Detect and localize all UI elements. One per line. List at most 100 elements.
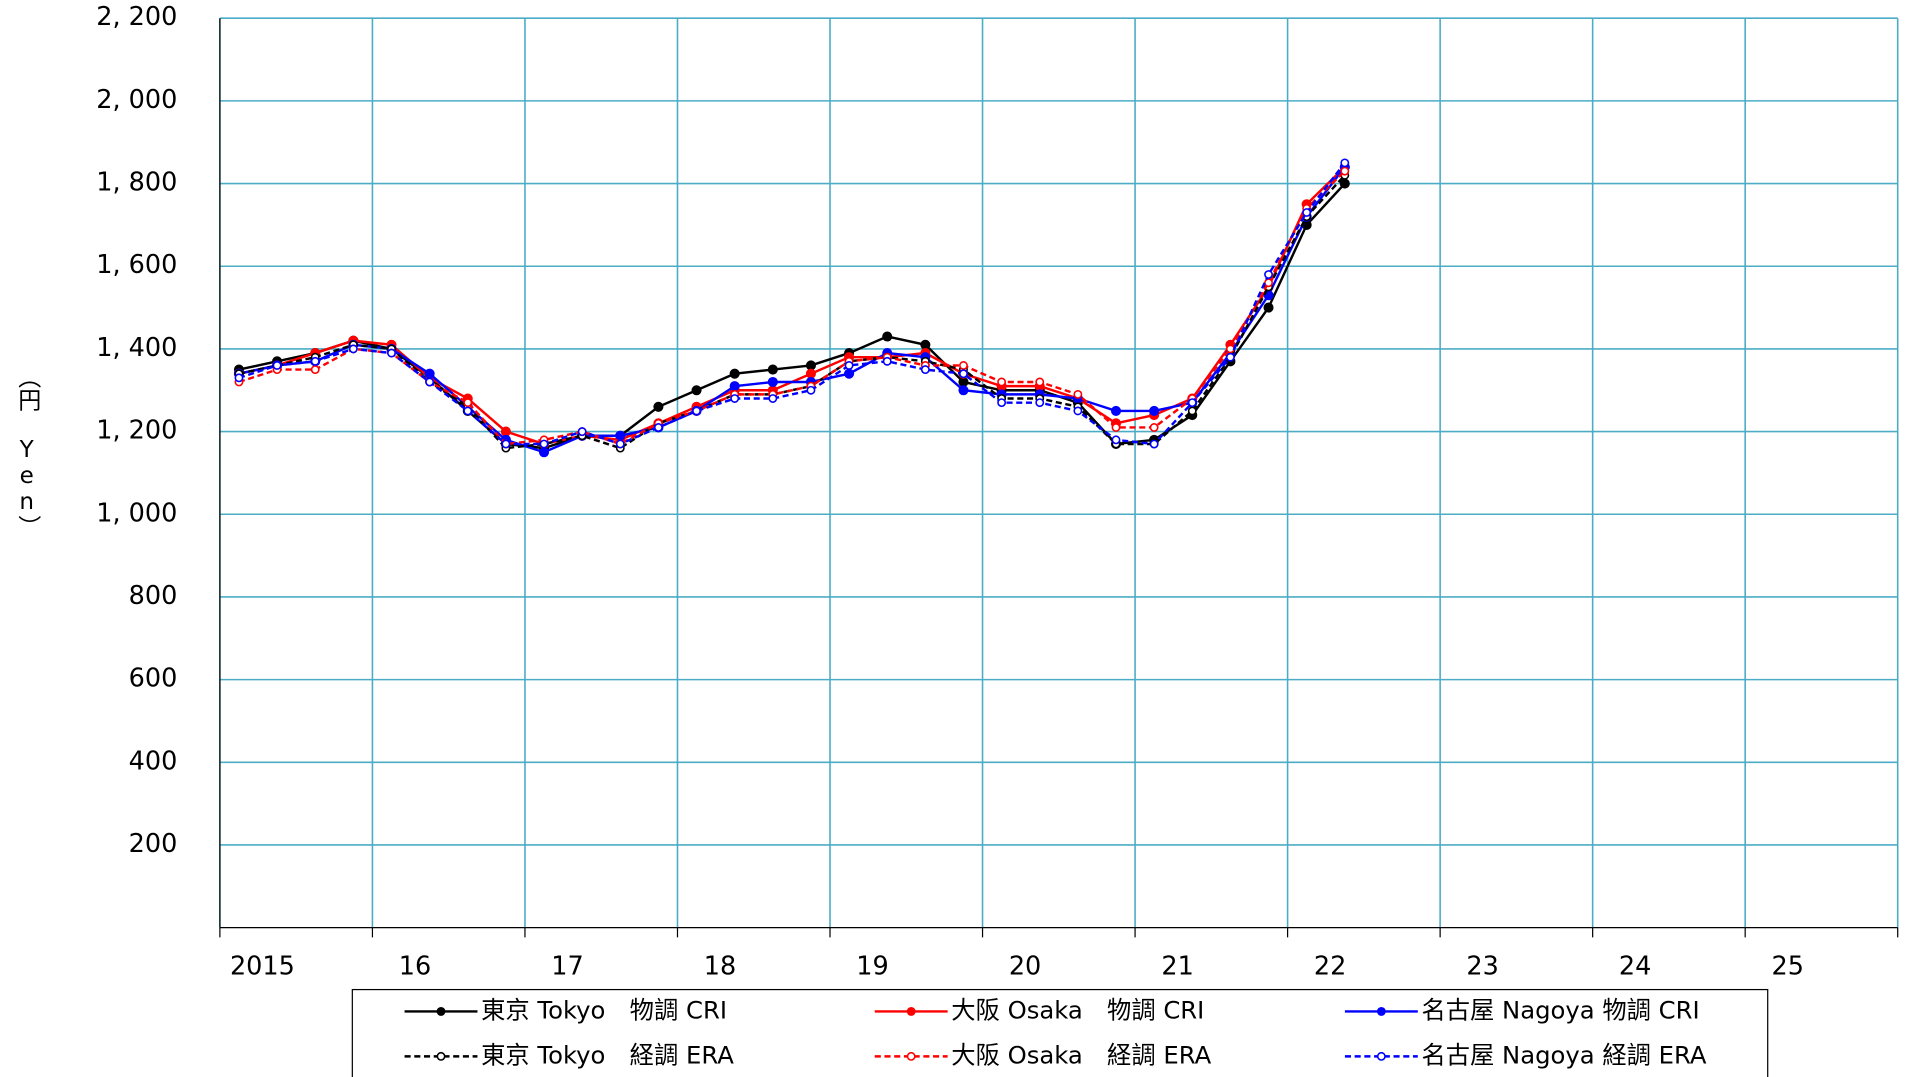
series-line	[238, 166, 1346, 446]
legend-label: 名古屋 Nagoya 経調 ERA	[1421, 1040, 1706, 1069]
data-point	[234, 373, 244, 383]
data-point	[1264, 270, 1273, 279]
data-point	[844, 368, 855, 379]
x-tick-label: 16	[399, 952, 431, 982]
data-point	[959, 369, 968, 379]
data-point	[997, 398, 1007, 408]
legend-box	[351, 988, 1769, 1077]
y-tick-label: 400	[129, 746, 178, 776]
legend-marker	[1376, 1051, 1386, 1061]
data-point	[958, 376, 969, 388]
series-line	[238, 162, 1346, 446]
data-point	[272, 361, 282, 370]
x-tick-label: 21	[1161, 952, 1193, 982]
y-tick-label: 1, 600	[96, 250, 177, 280]
legend-label: 大阪 Osaka 物調 CRI	[951, 995, 1204, 1024]
data-point	[539, 439, 549, 449]
x-tick-label: 20	[1009, 952, 1041, 982]
data-point	[1149, 405, 1160, 416]
x-tick-label: 17	[551, 952, 583, 982]
data-point	[730, 394, 740, 403]
legend-marker	[436, 1051, 446, 1061]
data-point	[501, 439, 511, 449]
y-tick-label: 1, 000	[96, 498, 177, 528]
legend-label: 大阪 Osaka 経調 ERA	[951, 1040, 1211, 1069]
data-point	[1035, 377, 1045, 387]
y-tick-label: 2, 000	[96, 85, 177, 115]
data-point	[997, 377, 1007, 387]
data-point	[615, 439, 625, 449]
data-point	[1073, 389, 1083, 399]
data-point	[1263, 302, 1274, 313]
legend-marker	[436, 1007, 446, 1016]
legend-label: 東京 Tokyo 経調 ERA	[481, 1040, 734, 1069]
legend-marker	[906, 1007, 916, 1016]
series-line	[238, 174, 1346, 450]
data-point	[348, 344, 358, 354]
data-point	[1339, 178, 1350, 189]
x-tick-label: 18	[704, 952, 736, 982]
y-tick-label: 2, 200	[96, 2, 177, 32]
y-tick-label: 1, 800	[96, 168, 177, 198]
data-point	[653, 423, 663, 432]
y-tick-label: 600	[129, 664, 178, 694]
data-point	[959, 361, 968, 370]
data-point	[1149, 439, 1159, 449]
y-tick-label: 1, 200	[96, 416, 177, 446]
data-point	[844, 361, 854, 370]
data-point	[805, 360, 816, 371]
data-point	[425, 377, 435, 387]
data-point	[310, 356, 320, 366]
data-point	[692, 406, 701, 416]
data-point	[1111, 435, 1121, 445]
data-point	[1110, 405, 1122, 416]
data-point	[1264, 278, 1273, 288]
x-tick-label: 2015	[230, 952, 295, 982]
data-point	[463, 398, 473, 408]
data-point	[768, 394, 778, 403]
data-point	[1302, 208, 1312, 217]
legend-label: 東京 Tokyo 物調 CRI	[481, 995, 727, 1024]
data-point	[767, 376, 778, 388]
data-point	[920, 365, 930, 375]
x-tick-label: 24	[1619, 952, 1651, 982]
x-tick-label: 19	[856, 952, 888, 982]
data-point	[1111, 423, 1121, 432]
x-tick-label: 25	[1771, 952, 1803, 982]
data-point	[653, 401, 664, 412]
legend-marker	[906, 1051, 916, 1061]
legend-label: 名古屋 Nagoya 物調 CRI	[1421, 995, 1699, 1024]
data-point	[729, 381, 740, 392]
data-point	[310, 365, 320, 375]
y-tick-label: 200	[129, 829, 178, 859]
data-point	[387, 348, 396, 358]
data-point	[424, 368, 435, 379]
data-point	[729, 368, 740, 379]
data-point	[767, 364, 778, 375]
data-point	[1035, 398, 1045, 408]
legend-marker	[1376, 1007, 1386, 1016]
data-point	[920, 339, 931, 350]
data-point	[1149, 423, 1159, 432]
data-point	[805, 368, 816, 379]
y-axis-label: （円 Yen）	[14, 365, 42, 538]
series-line	[238, 166, 1346, 454]
data-point	[882, 331, 893, 342]
data-point	[691, 385, 702, 396]
data-point	[1225, 352, 1235, 362]
data-point	[1340, 166, 1350, 176]
data-point	[538, 447, 550, 458]
data-point	[1187, 398, 1197, 408]
data-point	[500, 426, 511, 437]
data-point	[806, 385, 816, 395]
x-tick-label: 23	[1466, 952, 1498, 982]
data-point	[615, 430, 626, 441]
y-tick-label: 1, 400	[96, 333, 177, 363]
data-point	[958, 385, 969, 396]
data-point	[882, 356, 892, 366]
data-point	[1073, 406, 1083, 416]
data-point	[577, 427, 587, 437]
x-tick-label: 22	[1314, 952, 1346, 982]
